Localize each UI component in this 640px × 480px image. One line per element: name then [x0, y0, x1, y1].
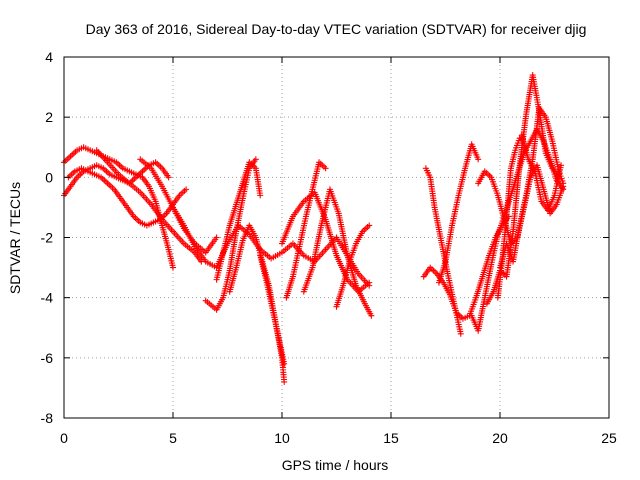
data-point — [475, 156, 482, 163]
data-point — [281, 378, 288, 385]
chart-title: Day 363 of 2016, Sidereal Day-to-day VTE… — [86, 21, 587, 37]
data-point — [183, 186, 190, 193]
y-tick-label: 2 — [45, 109, 53, 125]
x-tick-label: 25 — [601, 430, 617, 446]
data-point — [516, 135, 523, 142]
y-tick-label: -2 — [41, 230, 54, 246]
y-axis-label: SDTVAR / TECUs — [7, 182, 23, 294]
data-point — [257, 192, 264, 199]
data-point — [368, 312, 375, 319]
x-axis-label: GPS time / hours — [282, 457, 389, 473]
data-point — [457, 330, 464, 337]
y-tick-label: -8 — [41, 410, 54, 426]
y-tick-label: -4 — [41, 290, 54, 306]
data-point — [366, 222, 373, 229]
data-point — [560, 180, 567, 187]
data-point — [366, 279, 373, 286]
data-point — [213, 234, 220, 241]
y-tick-label: -6 — [41, 350, 54, 366]
plot-frame — [63, 56, 610, 419]
y-tick-label: 4 — [45, 49, 53, 65]
data-point — [558, 162, 565, 169]
x-tick-label: 5 — [169, 430, 177, 446]
data-point — [252, 156, 259, 163]
data-point — [165, 174, 172, 181]
x-tick-label: 20 — [492, 430, 508, 446]
data-point — [281, 360, 288, 367]
axis-ticks: 0 5 10 15 20 25 -8 -6 -4 -2 0 2 4 — [41, 49, 617, 446]
x-tick-label: 0 — [60, 430, 68, 446]
data-point — [322, 165, 329, 172]
data-point — [170, 264, 176, 271]
data-points — [61, 72, 567, 385]
x-tick-label: 15 — [383, 430, 399, 446]
y-tick-label: 0 — [45, 169, 53, 185]
x-tick-label: 10 — [274, 430, 290, 446]
